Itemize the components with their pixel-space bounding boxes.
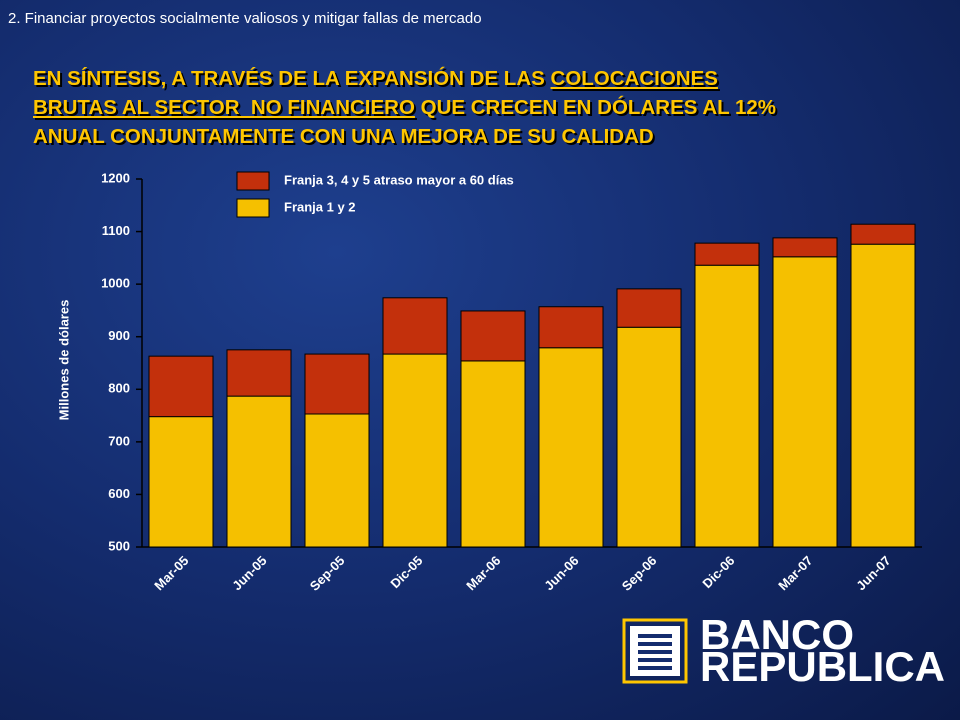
bar-segment [538,306,604,349]
title-run: QUE CRECEN EN DÓLARES AL 12% [414,96,777,119]
legend-label: Franja 1 y 2 [284,199,356,214]
legend-swatch [236,171,270,191]
bar-segment [148,355,214,418]
bar-segment [226,349,292,397]
x-tick-label: Dic-05 [387,553,425,591]
bar-segment [772,256,838,548]
y-tick-label: 1000 [101,276,130,291]
bar-segment [226,395,292,548]
bar-segment [460,360,526,548]
y-tick-label: 700 [108,433,130,448]
y-tick-label: 800 [108,381,130,396]
bar-segment [460,310,526,362]
bar-segment [148,416,214,548]
bar-segment [616,326,682,548]
bar-segment [382,353,448,548]
y-tick-label: 1200 [101,170,130,185]
title-line: EN SÍNTESIS, A TRAVÉS DE LA EXPANSIÓN DE… [33,64,776,93]
y-tick-label: 600 [108,486,130,501]
x-tick-label: Mar-05 [151,553,191,593]
header: 2. Financiar proyectos socialmente valio… [8,10,482,27]
x-tick-label: Sep-05 [307,553,348,594]
bar-segment [850,223,916,245]
bar-segment [304,413,370,548]
legend-swatch [236,198,270,218]
bar-segment [694,242,760,266]
bar-segment [304,353,370,415]
logo-frame [622,618,688,684]
title-run: BRUTAS AL SECTOR NO FINANCIERO [33,96,415,119]
x-tick-label: Jun-07 [853,553,893,593]
legend-label: Franja 3, 4 y 5 atraso mayor a 60 días [284,172,514,187]
bar-segment [382,297,448,355]
logo-stripes [638,634,672,670]
logo: BANCO REPUBLICA [622,611,945,690]
y-tick-label: 1100 [102,223,130,238]
x-tick-label: Jun-05 [229,553,269,593]
title-run: COLOCACIONES [550,67,718,90]
x-tick-label: Jun-06 [541,553,581,593]
y-tick-label: 500 [108,538,130,553]
y-tick-label: 900 [108,328,130,343]
x-tick-label: Mar-07 [775,553,815,593]
title-run: ANUAL CONJUNTAMENTE CON UNA MEJORA DE SU… [33,125,654,148]
y-axis-label: Millones de dólares [56,300,71,421]
bar-segment [850,243,916,548]
bar-segment [616,288,682,328]
title-line: ANUAL CONJUNTAMENTE CON UNA MEJORA DE SU… [33,122,776,151]
x-tick-label: Mar-06 [463,553,503,593]
title-line: BRUTAS AL SECTOR NO FINANCIERO QUE CRECE… [33,93,776,122]
x-tick-label: Dic-06 [699,553,737,591]
logo-line1: BANCO [700,611,854,658]
x-tick-label: Sep-06 [619,553,660,594]
logo-line2: REPUBLICA [700,643,945,690]
title-run: EN SÍNTESIS, A TRAVÉS DE LA EXPANSIÓN DE… [33,67,551,90]
bar-segment [538,347,604,548]
title: EN SÍNTESIS, A TRAVÉS DE LA EXPANSIÓN DE… [33,64,776,151]
bar-segment [694,264,760,548]
bar-segment [772,237,838,258]
